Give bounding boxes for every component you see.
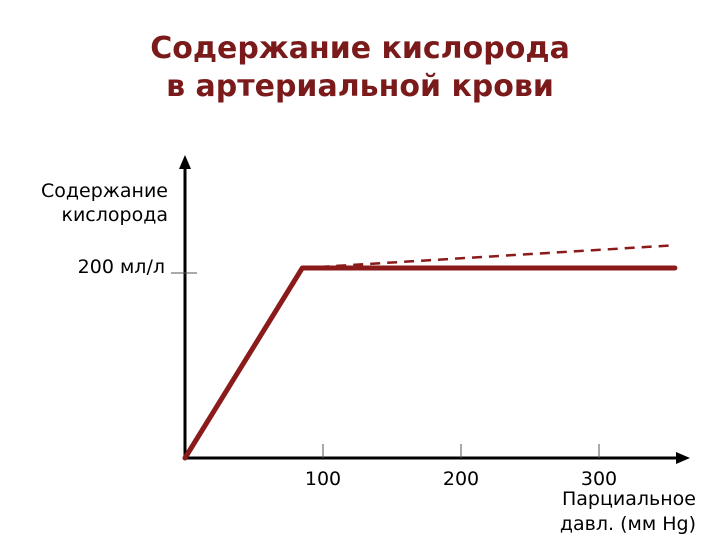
- y-axis-arrow: [179, 155, 191, 169]
- x-tick-label: 300: [581, 468, 617, 490]
- y-axis-label-line: Содержание: [41, 180, 168, 202]
- x-tick-label: 200: [443, 468, 479, 490]
- x-axis-label-line: Парциальное: [562, 488, 696, 510]
- series-line-solid: [182, 265, 678, 461]
- chart-title-line-1: Содержание кислорода: [150, 31, 570, 66]
- y-tick-label: 200 мл/л: [78, 256, 165, 278]
- series-line-dashed: [302, 243, 675, 270]
- ticks: 100 200 300 200 мл/л: [78, 256, 617, 490]
- chart-title: Содержание кислорода в артериальной кров…: [0, 30, 720, 106]
- x-tick-label: 100: [305, 468, 341, 490]
- chart-title-line-2: в артериальной крови: [166, 69, 554, 104]
- axes: [179, 155, 690, 464]
- x-axis-arrow: [676, 452, 690, 464]
- x-axis-label-line: давл. (мм Hg): [560, 513, 696, 535]
- y-axis-label-line: кислорода: [61, 204, 168, 226]
- series-group: [182, 243, 678, 461]
